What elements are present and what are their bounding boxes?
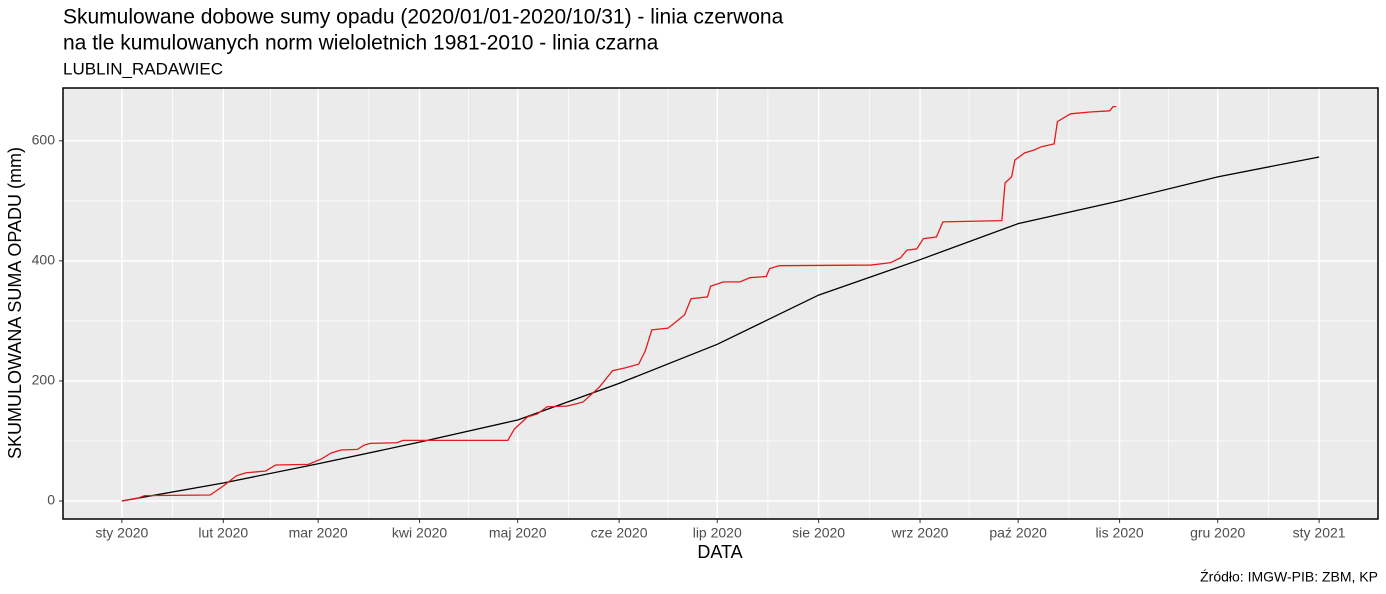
y-axis-title: SKUMULOWANA SUMA OPADU (mm) [5, 147, 25, 459]
x-tick-label: kwi 2020 [392, 525, 447, 541]
chart-title: na tle kumulowanych norm wieloletnich 19… [63, 32, 659, 55]
chart-subtitle: LUBLIN_RADAWIEC [63, 59, 223, 78]
x-tick-label: mar 2020 [289, 525, 348, 541]
x-axis-title: DATA [697, 542, 742, 562]
x-tick-label: cze 2020 [591, 525, 648, 541]
caption: Źródło: IMGW-PIB: ZBM, KP [1200, 569, 1378, 585]
x-tick-label: sty 2021 [1293, 525, 1346, 541]
y-tick-label: 200 [32, 372, 56, 388]
data-line [121, 105, 1117, 502]
plot-panel [63, 88, 1378, 519]
y-tick-label: 0 [47, 492, 55, 508]
x-tick-label: sty 2020 [95, 525, 148, 541]
x-tick-label: wrz 2020 [891, 525, 949, 541]
plot-border [62, 87, 1379, 520]
chart-title: Skumulowane dobowe sumy opadu (2020/01/0… [63, 6, 784, 29]
x-tick-label: lip 2020 [693, 525, 742, 541]
x-tick-label: paź 2020 [989, 525, 1047, 541]
y-tick-label: 400 [32, 252, 56, 268]
x-tick-label: maj 2020 [489, 525, 547, 541]
x-tick-label: sie 2020 [792, 525, 845, 541]
data-line [121, 156, 1320, 502]
x-tick-label: lis 2020 [1095, 525, 1143, 541]
x-tick-label: lut 2020 [198, 525, 248, 541]
y-tick-label: 600 [32, 132, 56, 148]
x-tick-label: gru 2020 [1190, 525, 1245, 541]
